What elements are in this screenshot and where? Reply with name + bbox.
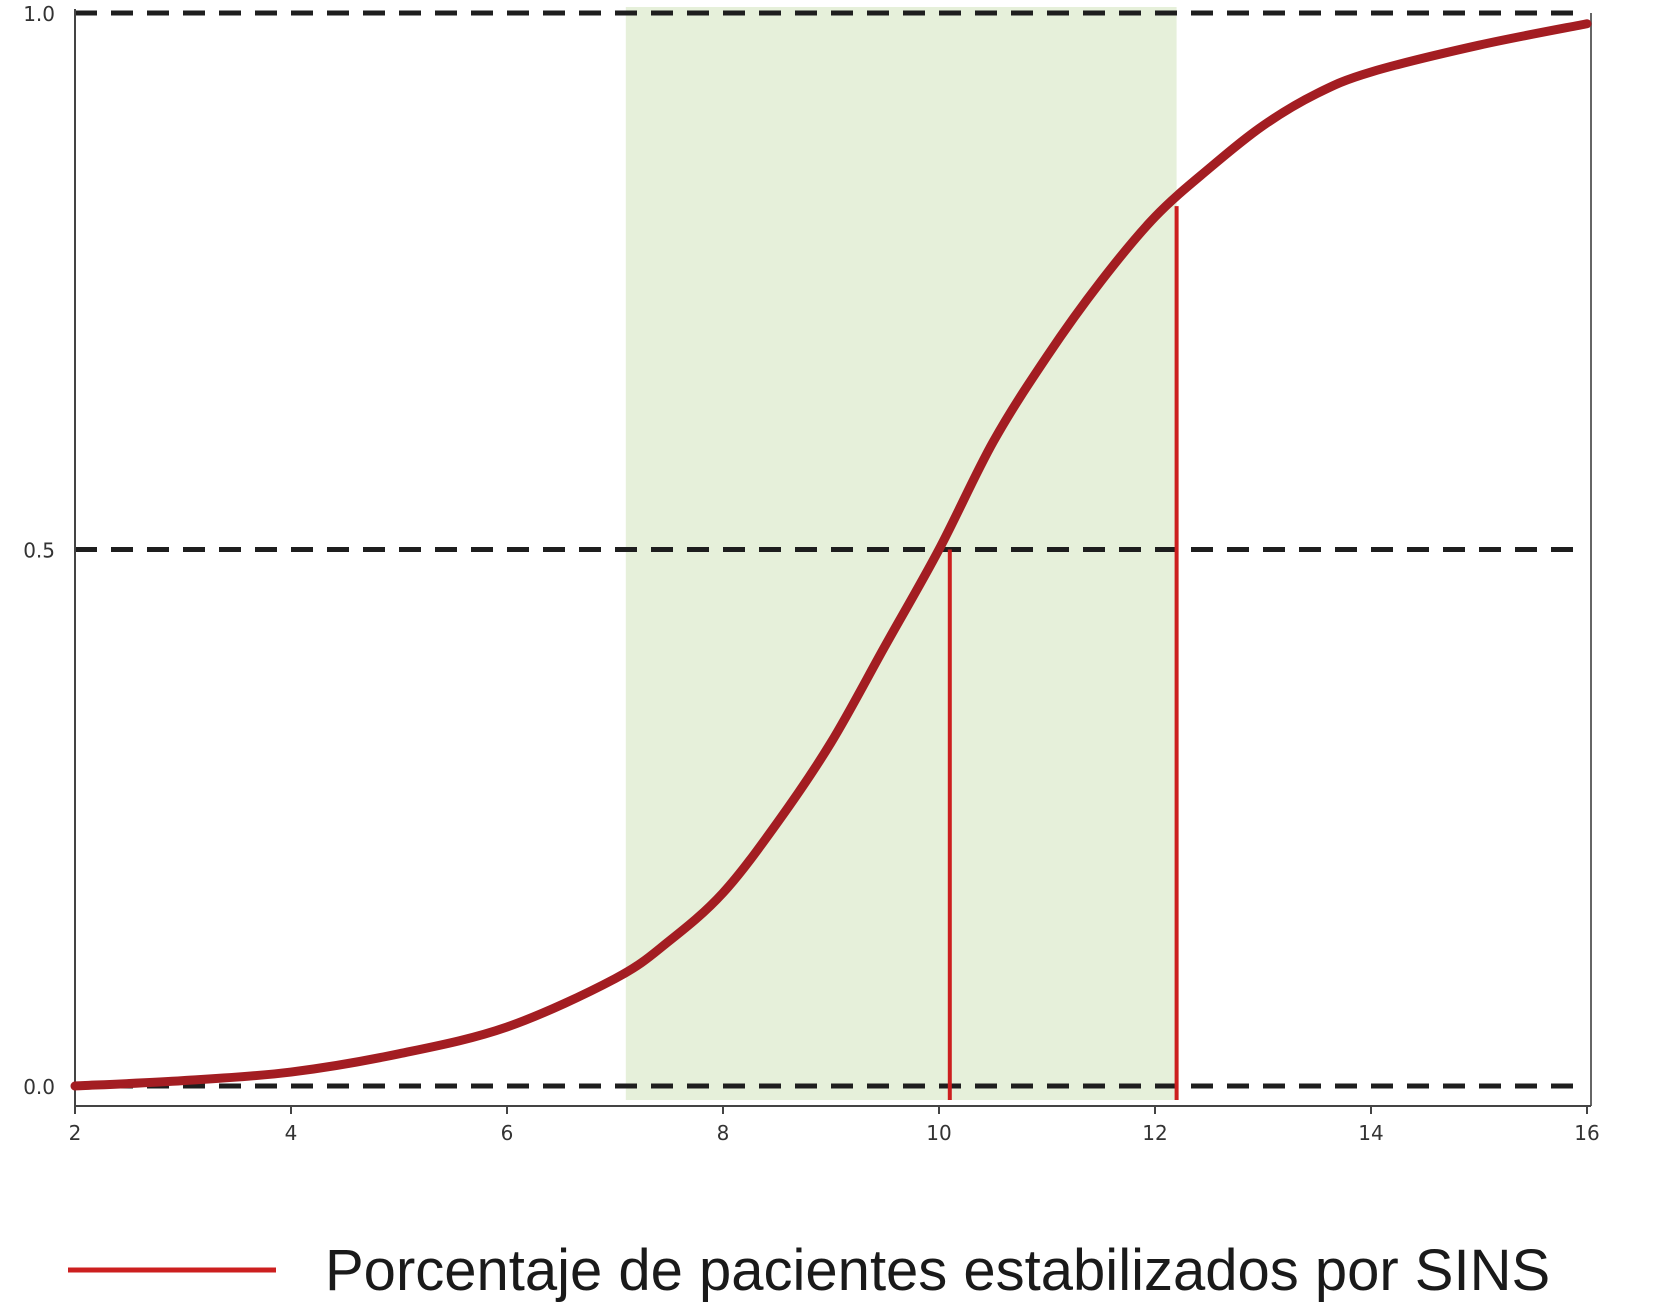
y-tick-label: 0.0	[23, 1075, 55, 1099]
x-tick-label: 6	[501, 1121, 514, 1145]
x-tick-label: 8	[717, 1121, 730, 1145]
x-tick-label: 16	[1574, 1121, 1599, 1145]
x-tick-label: 14	[1358, 1121, 1383, 1145]
y-tick-label: 0.5	[23, 539, 55, 563]
legend: Porcentaje de pacientes estabilizados po…	[68, 1238, 1550, 1303]
shaded-region	[625, 7, 1177, 1100]
x-tick-label: 4	[285, 1121, 298, 1145]
y-tick-label: 1.0	[23, 2, 55, 26]
x-tick-label: 10	[926, 1121, 951, 1145]
series-line	[70, 19, 1592, 1091]
x-tick-label: 2	[69, 1121, 82, 1145]
x-tick-label: 12	[1142, 1121, 1167, 1145]
legend-label: Porcentaje de pacientes estabilizados po…	[325, 1238, 1550, 1303]
